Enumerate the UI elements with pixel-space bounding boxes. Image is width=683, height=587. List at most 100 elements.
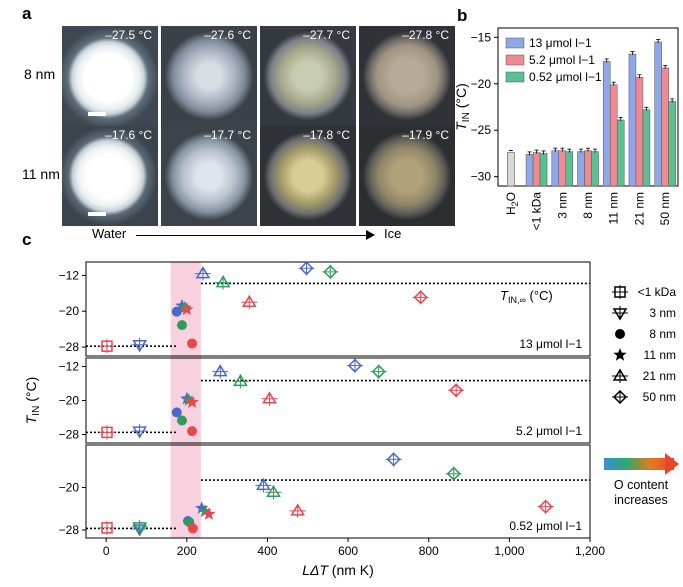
legend-label: 3 nm xyxy=(649,306,676,320)
micrograph-temperature: –27.5 °C xyxy=(105,28,152,42)
micrograph-row1-col3: –27.7 °C xyxy=(260,26,356,126)
micrograph-row2-col1: –17.6 °C xyxy=(62,126,158,226)
o-content-label: O content increases xyxy=(613,478,669,507)
category-label: 50 nm xyxy=(658,192,672,225)
legend-marker-star xyxy=(613,348,627,361)
bar xyxy=(532,152,541,187)
panel-a-letter: a xyxy=(22,4,32,23)
arrow-end-label: Ice xyxy=(384,226,402,241)
category-label: 11 nm xyxy=(607,192,621,224)
micrograph-temperature: –17.7 °C xyxy=(204,128,251,142)
arrow-start-label: Water xyxy=(92,226,127,241)
panel-b-bar-chart: −30 −25 −20 −15 TIN (°C) H2O <1 kDa 3 nm 8 nm 11 … xyxy=(453,27,679,231)
category-label: 21 nm xyxy=(632,192,646,225)
y-tick-label: −30 xyxy=(471,170,492,184)
bar xyxy=(591,151,599,187)
bar xyxy=(635,77,644,187)
bar xyxy=(642,109,651,187)
micrograph-temperature: –17.6 °C xyxy=(105,128,152,142)
micrograph-row1-col1: –27.5 °C xyxy=(62,26,158,126)
y-axis-label: TIN (°C) xyxy=(453,83,472,131)
legend-label: 0.52 μmol l−1 xyxy=(529,70,602,84)
subplot-3: −20 −28 0.52 μmol l−1 xyxy=(59,444,591,539)
legend-label: 50 nm xyxy=(643,390,676,404)
point-star xyxy=(195,501,209,514)
bar xyxy=(565,151,574,187)
point-star xyxy=(198,504,212,518)
micrograph-row2-col4: –17.9 °C xyxy=(359,126,455,226)
scale-bar xyxy=(88,212,106,216)
bar xyxy=(628,53,637,187)
bar-h2o xyxy=(507,152,515,187)
legend-label: 21 nm xyxy=(643,369,676,383)
concentration-label: 5.2 μmol l−1 xyxy=(516,424,582,438)
y-axis-label: TIN (°C) xyxy=(23,377,42,425)
bar xyxy=(577,151,585,187)
legend-swatch xyxy=(505,71,525,83)
row-label-8nm: 8 nm xyxy=(24,66,56,82)
panel-b-letter: b xyxy=(457,6,468,25)
y-tick-label: −20 xyxy=(59,304,80,318)
x-tick-label: 200 xyxy=(177,544,197,558)
point-star xyxy=(182,393,196,406)
gradient-arrow-icon xyxy=(665,453,679,475)
bar xyxy=(602,61,611,187)
point-circle xyxy=(176,320,187,331)
bar xyxy=(654,41,662,187)
category-label: <1 kDa xyxy=(530,192,544,231)
point-star xyxy=(185,395,199,408)
subplot-2: −12 −20 −28 5.2 μmol l−1 xyxy=(59,357,591,444)
subplot-frame xyxy=(85,444,591,539)
point-circle xyxy=(171,407,182,418)
scale-bar xyxy=(88,112,106,116)
subplot-frame xyxy=(85,261,591,357)
bar xyxy=(525,154,534,187)
bar xyxy=(551,150,560,187)
y-tick-label: −28 xyxy=(59,340,80,354)
micrograph-temperature: –17.9 °C xyxy=(402,128,449,142)
concentration-label: 13 μmol l−1 xyxy=(519,337,582,351)
bar xyxy=(616,119,625,187)
x-tick-label: 0 xyxy=(103,544,110,558)
legend-label: 8 nm xyxy=(649,327,676,341)
legend-label: 11 nm xyxy=(644,348,676,362)
legend-marker-circle xyxy=(615,329,625,339)
point-star xyxy=(202,507,216,520)
x-tick-label: 1,200 xyxy=(575,544,605,558)
y-tick-label: −12 xyxy=(59,360,80,374)
y-tick-label: −20 xyxy=(59,481,80,495)
subplot-1: −12 −20 −28 13 μmol l−1 xyxy=(59,261,591,357)
x-tick-label: 800 xyxy=(419,544,439,558)
micrograph-temperature: –17.8 °C xyxy=(303,128,350,142)
x-tick-label: 600 xyxy=(338,544,358,558)
x-tick-label: 1,000 xyxy=(494,544,524,558)
micrograph-row1-col4: –27.8 °C xyxy=(359,26,455,126)
bar xyxy=(609,84,618,187)
legend-swatch xyxy=(505,37,525,49)
point-circle xyxy=(187,426,198,437)
arrow-head-icon xyxy=(366,230,375,240)
point-circle xyxy=(187,523,198,534)
y-tick-label: −28 xyxy=(59,428,80,442)
point-circle xyxy=(176,415,187,426)
micrograph-temperature: –27.6 °C xyxy=(204,28,251,42)
micrograph-row1-col2: –27.6 °C xyxy=(161,26,257,126)
y-tick-label: −20 xyxy=(59,394,80,408)
point-star xyxy=(178,300,192,314)
legend-label: 5.2 μmol l−1 xyxy=(529,53,595,67)
subplot-frame xyxy=(85,357,591,444)
legend-swatch xyxy=(505,54,525,66)
legend-label: 13 μmol l−1 xyxy=(529,36,592,50)
y-tick-label: −28 xyxy=(59,523,80,537)
x-tick-label: 400 xyxy=(257,544,277,558)
bar xyxy=(539,153,548,187)
y-tick-label: −20 xyxy=(471,77,492,91)
o-content-gradient-bar xyxy=(604,458,674,470)
panel-c-scatter-chart: −12 −20 −28 13 μmol l−1 −12 −20 −28 5.2 μmol l−… xyxy=(23,261,676,578)
panel-c-letter: c xyxy=(22,230,32,249)
y-tick-label: −25 xyxy=(471,123,492,137)
y-tick-label: −12 xyxy=(59,268,80,282)
water-to-ice-arrow xyxy=(136,235,368,237)
category-label: H2O xyxy=(504,192,520,215)
category-label: 3 nm xyxy=(555,192,569,219)
